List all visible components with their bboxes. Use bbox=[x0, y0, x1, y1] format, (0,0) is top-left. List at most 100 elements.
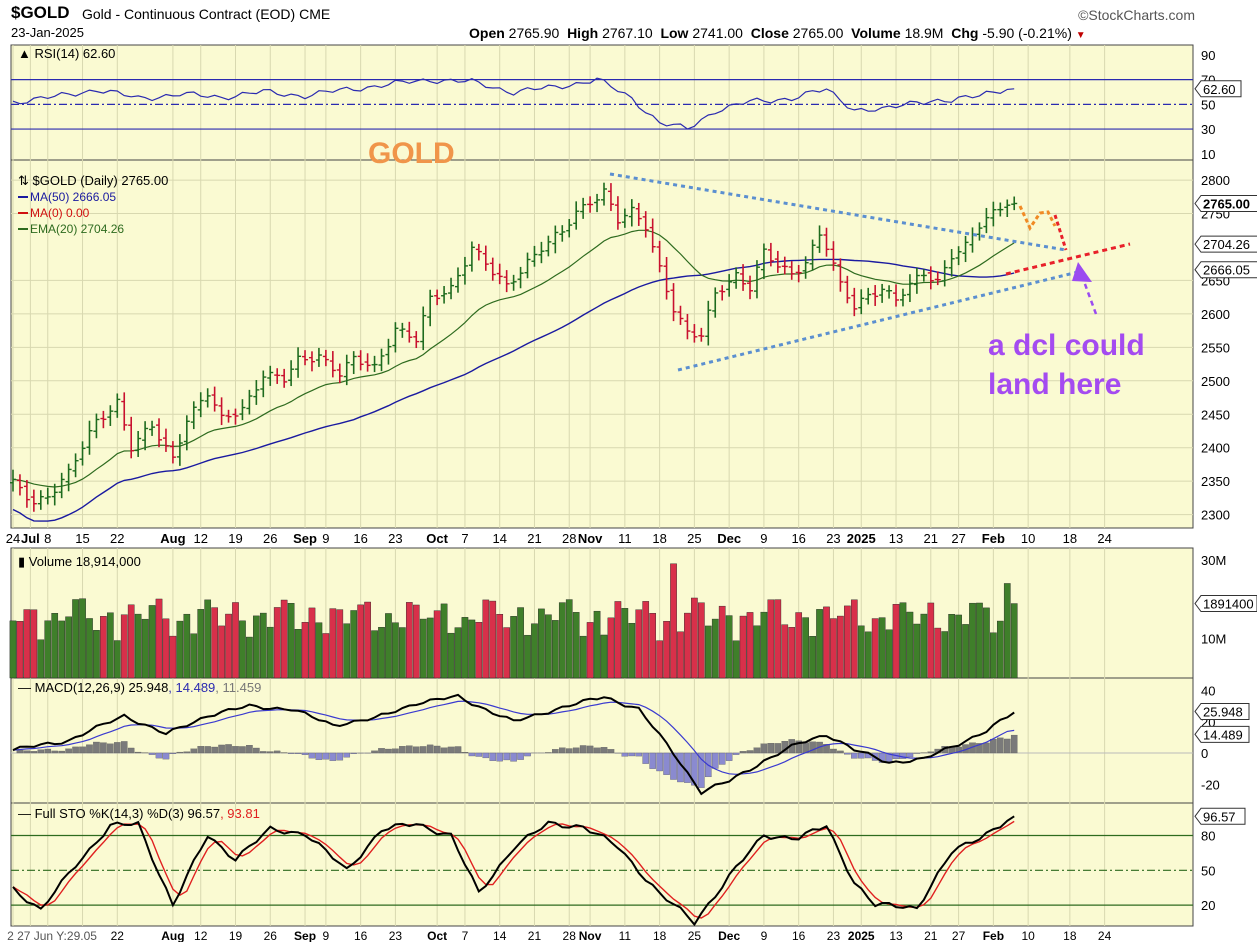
price-tag-box-2 bbox=[1194, 261, 1257, 279]
macd-signal-label: , 14.489 bbox=[168, 680, 215, 695]
price-bar bbox=[719, 285, 726, 301]
price-bar bbox=[23, 479, 30, 508]
price-bar bbox=[308, 351, 315, 372]
price-bar bbox=[913, 267, 920, 294]
price-bar bbox=[781, 256, 788, 275]
volume-bar bbox=[621, 608, 629, 679]
bottom-x-tick-3: 12 bbox=[194, 929, 208, 942]
bottom-x-tick-27: Feb bbox=[983, 929, 1004, 942]
x-tick-19: 11 bbox=[618, 531, 632, 546]
price-bar bbox=[948, 249, 955, 277]
macd-hist-bar bbox=[399, 746, 406, 754]
volume-bar bbox=[16, 621, 24, 679]
price-bar bbox=[559, 225, 566, 242]
macd-hist-bar bbox=[426, 744, 434, 754]
volume-bar bbox=[322, 633, 330, 679]
price-bar bbox=[30, 489, 37, 512]
price-bar bbox=[670, 283, 677, 322]
price-bar bbox=[656, 240, 663, 273]
price-bar bbox=[107, 405, 114, 426]
macd-hist-bar bbox=[16, 750, 24, 754]
volume-bar bbox=[1010, 603, 1018, 679]
bottom-x-tick-1: 22 bbox=[111, 929, 125, 942]
sto-d-label: , 93.81 bbox=[220, 806, 260, 821]
macd-hist-bar bbox=[378, 748, 385, 754]
price-bar bbox=[190, 401, 197, 430]
volume-bar bbox=[266, 626, 274, 679]
bottom-x-tick-14: 28 bbox=[563, 929, 577, 942]
volume-bar bbox=[468, 619, 476, 679]
price-bar bbox=[454, 267, 461, 293]
down-triangle-icon: ▼ bbox=[1075, 30, 1086, 41]
volume-bar bbox=[781, 624, 789, 679]
macd-hist-bar bbox=[593, 747, 601, 754]
volume-bar bbox=[704, 625, 712, 679]
legend-entry-2: EMA(20) 2704.26 bbox=[30, 222, 124, 236]
red-projection-line bbox=[1005, 242, 1131, 276]
vol-y-tick-0: 10M bbox=[1201, 632, 1226, 647]
date-strip-bg bbox=[11, 528, 1193, 548]
price-bar bbox=[121, 392, 128, 431]
macd-hist-bar bbox=[746, 750, 754, 754]
bottom-x-tick-29: 18 bbox=[1063, 929, 1077, 942]
volume-bar bbox=[746, 612, 754, 679]
volume-bar bbox=[350, 610, 358, 679]
price-bar bbox=[197, 392, 204, 418]
rsi-tag-box bbox=[1194, 80, 1242, 98]
macd-hist-bar bbox=[406, 745, 413, 754]
price-bar bbox=[295, 347, 302, 378]
volume-bar bbox=[558, 602, 566, 679]
volume-bar bbox=[552, 620, 559, 679]
macd-hist-bar bbox=[913, 752, 921, 754]
volume-bar bbox=[475, 622, 483, 679]
price-bar bbox=[566, 218, 573, 238]
price-bar bbox=[364, 353, 371, 372]
price-bar bbox=[573, 201, 580, 230]
volume-bar bbox=[86, 618, 93, 679]
price-bar bbox=[906, 274, 913, 303]
macd-tag-box-0 bbox=[1194, 702, 1250, 720]
bottom-x-tick-25: 21 bbox=[924, 929, 938, 942]
volume-bar bbox=[698, 602, 705, 679]
price-bar bbox=[899, 288, 906, 307]
volume-bar bbox=[788, 627, 796, 679]
macd-hist-bar bbox=[927, 751, 935, 754]
volume-bar bbox=[850, 599, 858, 679]
macd-hist-bar bbox=[545, 752, 552, 754]
macd-hist-bar bbox=[844, 752, 851, 755]
macd-hist-bar bbox=[412, 746, 420, 754]
volume-bar bbox=[691, 597, 698, 679]
price-bar bbox=[809, 239, 816, 271]
macd-hist-bar bbox=[711, 752, 719, 769]
macd-hist-bar bbox=[718, 752, 726, 765]
price-bar bbox=[503, 270, 510, 293]
volume-bar bbox=[579, 635, 587, 679]
x-tick-21: 25 bbox=[687, 531, 701, 546]
bottom-x-tick-12: 14 bbox=[493, 929, 507, 942]
macd-hist-bar bbox=[371, 750, 378, 754]
volume-bar bbox=[753, 625, 761, 679]
macd-y-tick-1: 0 bbox=[1201, 746, 1208, 761]
volume-bar bbox=[823, 606, 830, 679]
price-bar bbox=[844, 275, 851, 304]
price-bar bbox=[997, 202, 1004, 217]
chart-header: $GOLD Gold - Continuous Contract (EOD) C… bbox=[0, 0, 1257, 44]
price-bar bbox=[740, 264, 747, 291]
price-y-tick-4: 2500 bbox=[1201, 374, 1230, 389]
macd-hist-bar bbox=[698, 752, 705, 788]
macd-hist-bar bbox=[211, 746, 218, 754]
price-bar bbox=[86, 420, 93, 455]
volume-bar bbox=[969, 602, 976, 679]
price-bar bbox=[545, 235, 552, 257]
macd-hist-bar bbox=[72, 746, 79, 754]
gold-label: GOLD bbox=[368, 137, 455, 170]
macd-hist-bar bbox=[433, 745, 441, 754]
volume-bar bbox=[677, 631, 684, 679]
sto-tag: 96.57 bbox=[1203, 809, 1236, 824]
x-tick-2: 8 bbox=[44, 531, 51, 546]
price-bar bbox=[44, 487, 51, 505]
price-bar bbox=[169, 441, 176, 464]
volume-bar bbox=[120, 614, 128, 679]
volume-bar bbox=[934, 627, 942, 679]
